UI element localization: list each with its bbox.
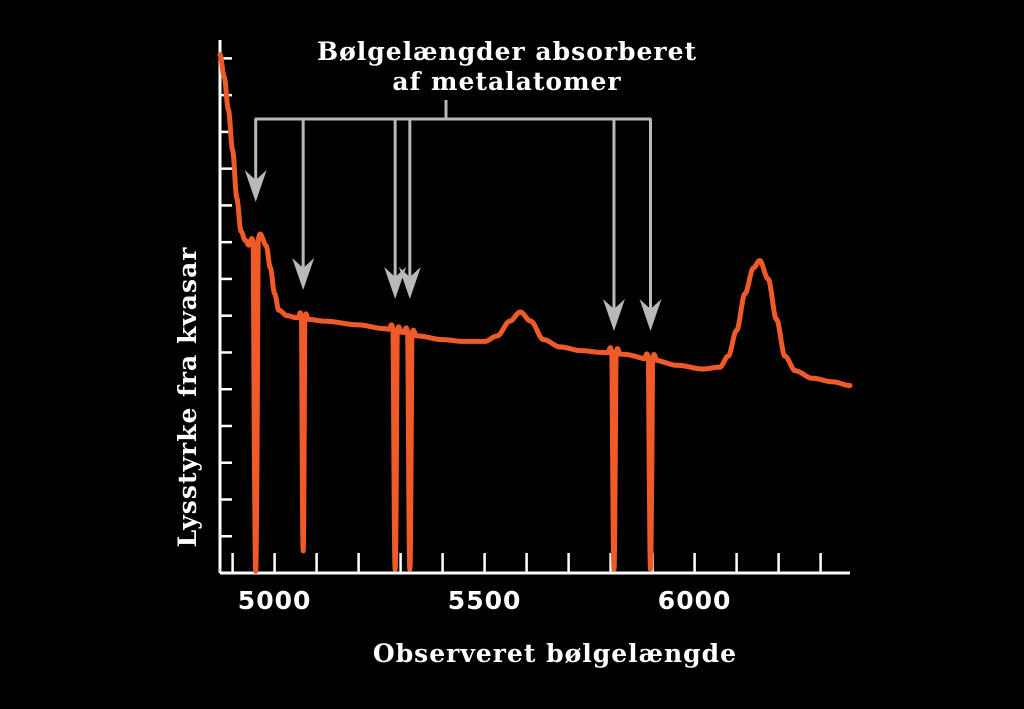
y-axis-label: Lysstyrke fra kvasar bbox=[173, 247, 202, 548]
arrow-head bbox=[244, 170, 267, 202]
annotation-line-1: Bølgelængder absorberet bbox=[317, 37, 697, 66]
absorption-arrows bbox=[244, 100, 662, 331]
x-axis-label: Observeret bølgelængde bbox=[373, 639, 737, 668]
x-tick-label: 5000 bbox=[238, 586, 312, 615]
annotation-line-2: af metalatomer bbox=[392, 67, 621, 96]
spectrum-line bbox=[217, 52, 853, 574]
arrow-head bbox=[384, 267, 407, 299]
arrow-head bbox=[602, 299, 625, 331]
arrow-head bbox=[639, 299, 662, 331]
arrow-head bbox=[398, 267, 421, 299]
x-tick-label: 6000 bbox=[658, 586, 732, 615]
arrow-head bbox=[292, 258, 315, 290]
x-axis-ticks bbox=[231, 553, 822, 573]
x-tick-label: 5500 bbox=[448, 586, 522, 615]
x-tick-labels: 5000 5500 6000 bbox=[238, 586, 732, 615]
